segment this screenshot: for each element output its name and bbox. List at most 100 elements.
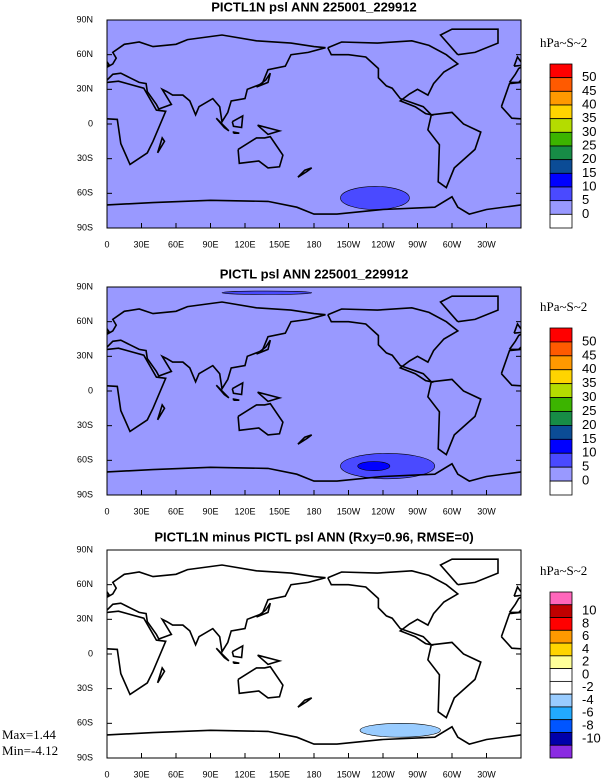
colorbar-box	[549, 369, 573, 385]
colorbar-label: 45	[582, 83, 596, 98]
colorbar-box	[549, 327, 573, 343]
map-background	[107, 287, 521, 495]
lat-label: 90N	[76, 544, 93, 554]
colorbar-box	[549, 480, 573, 496]
lat-label: 60N	[76, 316, 93, 326]
lon-label: 120E	[234, 506, 255, 516]
lat-label: 0	[88, 648, 93, 658]
colorbar-label: 35	[582, 375, 596, 390]
coastline	[297, 167, 313, 178]
coastline	[427, 111, 482, 189]
colorbar-box	[549, 186, 573, 202]
colorbar-box	[549, 617, 573, 631]
colorbar-box	[549, 341, 573, 357]
lon-label: 30E	[133, 239, 149, 249]
colorbar-label: 10	[582, 445, 596, 460]
colorbar-box	[549, 172, 573, 188]
lon-label: 120E	[234, 239, 255, 249]
lon-label: 30W	[477, 239, 496, 249]
colorbar-label: 50	[582, 69, 596, 84]
lon-label: 60E	[168, 506, 184, 516]
coastline	[232, 398, 240, 401]
units-label: hPa~S~2	[540, 299, 587, 314]
colorbar-label: 0	[582, 206, 589, 221]
lon-label: 90E	[202, 506, 218, 516]
lat-label: 90N	[76, 14, 93, 24]
colorbar-box	[549, 383, 573, 398]
coastline	[513, 585, 521, 597]
lat-label: 30S	[77, 683, 93, 693]
max-stat: Max=1.44	[2, 727, 56, 742]
coastline	[297, 697, 313, 708]
coastline	[513, 55, 521, 67]
coastline	[107, 195, 521, 215]
lon-label: 0	[104, 506, 109, 516]
lat-label: 30N	[76, 84, 93, 94]
lat-label: 60S	[77, 188, 93, 198]
colorbar-box	[549, 744, 573, 759]
coastline	[27, 29, 85, 55]
coastline	[232, 661, 240, 664]
colorbar-box	[549, 706, 573, 721]
colorbar-label: 5	[582, 192, 589, 207]
colorbar-label: -6	[582, 705, 594, 720]
colorbar-box	[549, 466, 573, 482]
lat-label: 30N	[76, 614, 93, 624]
coastline	[572, 668, 579, 683]
lon-label: 30W	[477, 506, 496, 516]
contour-fill	[357, 461, 391, 472]
coastline	[257, 124, 283, 136]
lon-label: 90E	[202, 769, 218, 779]
map	[107, 287, 521, 495]
coastline	[14, 112, 67, 187]
coastline	[256, 339, 272, 355]
lon-label: 90W	[408, 769, 427, 779]
lat-label: 60N	[76, 579, 93, 589]
lon-label: 120W	[371, 239, 395, 249]
contour-fill	[359, 723, 441, 738]
lon-label: 90W	[408, 239, 427, 249]
lat-label: 90N	[76, 281, 93, 291]
coastline	[215, 117, 230, 132]
colorbar-box	[549, 118, 573, 133]
lon-label: 180	[306, 769, 321, 779]
colorbar-box	[549, 77, 573, 92]
coastline	[107, 564, 326, 654]
colorbar-box	[549, 668, 573, 682]
coastline	[257, 391, 283, 403]
coastline	[215, 647, 230, 662]
contour-fill	[340, 186, 410, 210]
colorbar-label: 45	[582, 347, 596, 362]
coastline	[297, 434, 313, 445]
lat-label: 90S	[77, 752, 93, 762]
colorbar-label: -4	[582, 692, 594, 707]
coastline	[572, 138, 579, 153]
colorbar-label: -2	[582, 679, 594, 694]
coastline	[439, 295, 499, 323]
colorbar-box	[549, 145, 573, 161]
coastline	[156, 403, 166, 421]
lon-label: 90E	[202, 239, 218, 249]
colorbar-box	[549, 438, 573, 454]
colorbar-box	[549, 90, 573, 106]
map-panel: PICTL psl ANN 225001_229912 90N 60N 30N 0 30S…	[76, 266, 596, 516]
colorbar-label: 0	[582, 473, 589, 488]
lat-label: 90S	[77, 222, 93, 232]
colorbar-label: 40	[582, 96, 596, 111]
colorbar-box	[549, 693, 573, 708]
colorbar-box	[549, 200, 573, 215]
coastline	[237, 135, 284, 169]
colorbar-box	[549, 131, 573, 147]
colorbar-box	[549, 452, 573, 468]
coastline	[232, 131, 240, 134]
lat-label: 30S	[77, 153, 93, 163]
coastline	[107, 301, 326, 391]
coastline	[256, 72, 272, 88]
colorbar-label: 6	[582, 628, 589, 643]
lon-label: 150W	[337, 239, 361, 249]
colorbar-box	[549, 655, 573, 670]
map-panel: PICTL1N psl ANN 225001_229912 90N 60N 30N 0 3…	[14, 0, 596, 249]
lon-label: 90W	[408, 506, 427, 516]
lon-label: 0	[104, 239, 109, 249]
colorbar-label: 25	[582, 403, 596, 418]
